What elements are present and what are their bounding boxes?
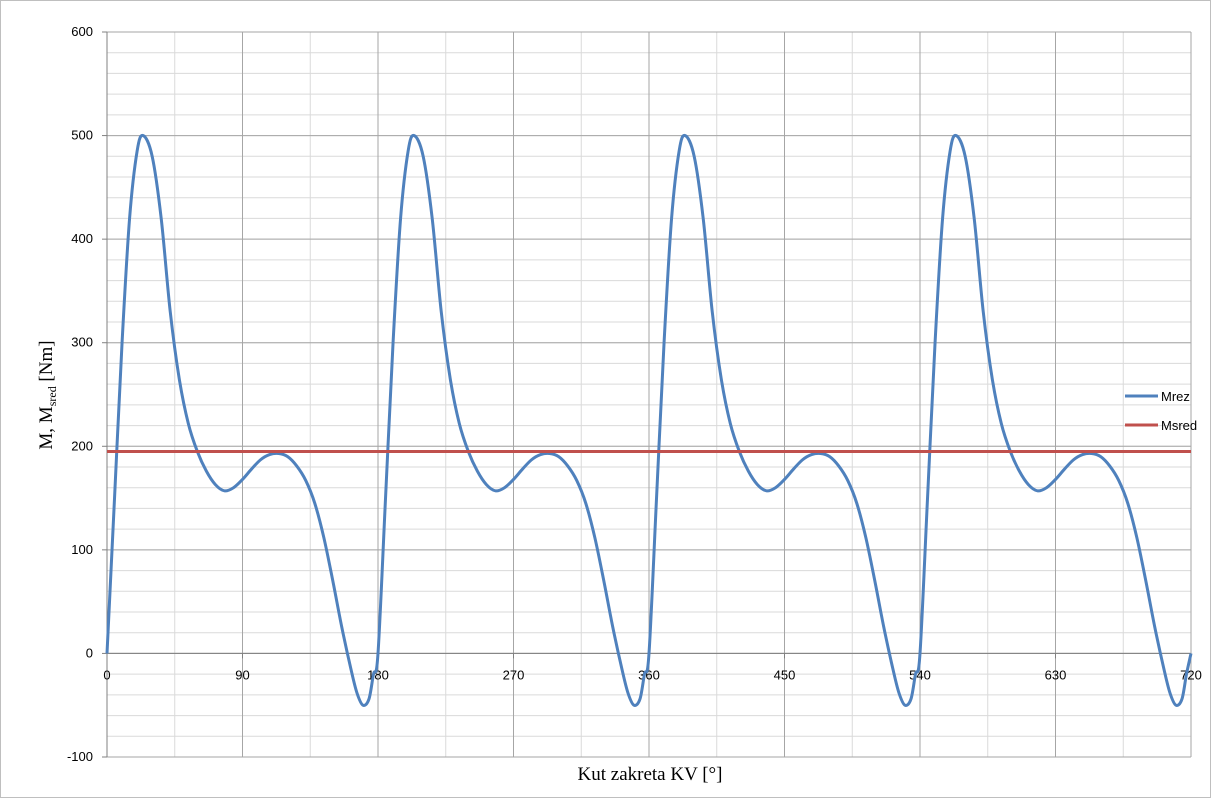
series-line-mrez bbox=[105, 133, 1193, 707]
x-tick-label: 90 bbox=[235, 667, 249, 682]
y-tick-label: 600 bbox=[71, 24, 93, 39]
y-tick-label: 200 bbox=[71, 438, 93, 453]
x-tick-label: 450 bbox=[774, 667, 796, 682]
legend-label-msred: Msred bbox=[1161, 418, 1197, 433]
y-tick-labels: -100 0 100 200 300 400 500 600 bbox=[67, 24, 107, 764]
x-tick-label: 630 bbox=[1045, 667, 1067, 682]
x-tick-label: 540 bbox=[909, 667, 931, 682]
y-axis-title-main: M, M bbox=[36, 406, 57, 449]
legend: Mrez Msred bbox=[1125, 389, 1197, 433]
y-tick-label: 500 bbox=[71, 128, 93, 143]
y-tick-label: 0 bbox=[86, 645, 93, 660]
y-tick-label: 300 bbox=[71, 335, 93, 350]
y-tick-label: -100 bbox=[67, 749, 93, 764]
legend-label-mrez: Mrez bbox=[1161, 389, 1190, 404]
x-tick-label: 720 bbox=[1180, 667, 1202, 682]
y-tick-label: 100 bbox=[71, 542, 93, 557]
y-tick-label: 400 bbox=[71, 231, 93, 246]
y-axis-title: M, Msred [Nm] bbox=[36, 340, 59, 449]
x-axis-title: Kut zakreta KV [°] bbox=[578, 764, 723, 785]
series-layer bbox=[105, 133, 1193, 707]
y-axis-title-unit: [Nm] bbox=[36, 340, 57, 386]
x-tick-label: 270 bbox=[503, 667, 525, 682]
x-tick-label: 180 bbox=[367, 667, 389, 682]
x-tick-label: 0 bbox=[103, 667, 110, 682]
x-tick-label: 360 bbox=[638, 667, 660, 682]
y-axis-title-subscript: sred bbox=[45, 386, 59, 406]
